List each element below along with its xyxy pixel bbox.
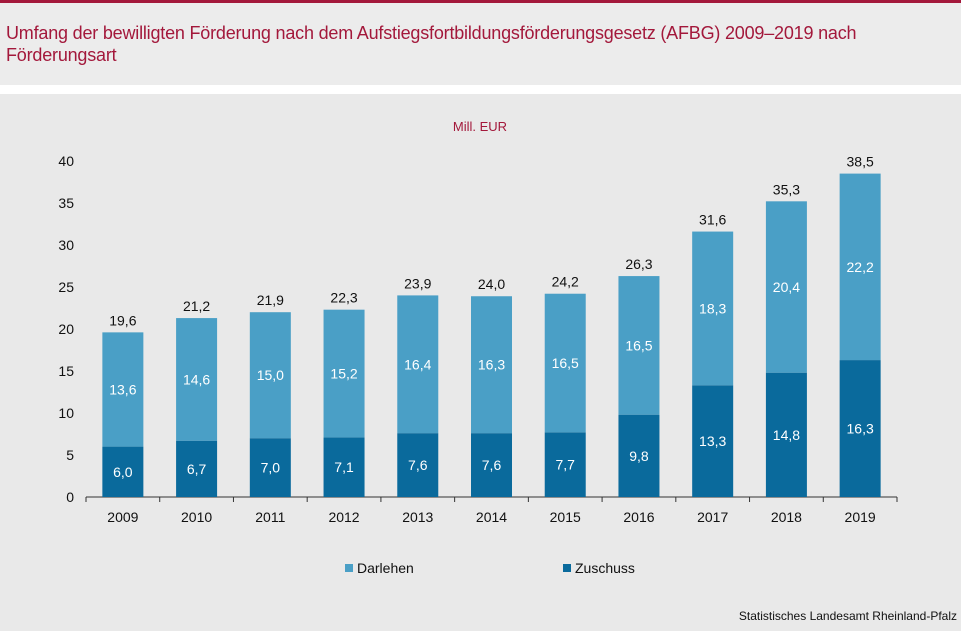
y-tick-label: 30	[58, 237, 74, 253]
data-label-darlehen: 14,6	[183, 371, 210, 387]
x-tick-label: 2016	[623, 509, 654, 525]
data-label-zuschuss: 7,0	[261, 460, 281, 476]
y-tick-label: 20	[58, 321, 74, 337]
bar-darlehen	[544, 293, 586, 433]
legend-swatch	[345, 564, 353, 572]
data-label-total: 23,9	[404, 275, 431, 291]
chart-panel: Mill. EUR 0 5 10 15 20 25 30 35 40 6,0 13,6 19,6 2009…	[0, 94, 961, 631]
data-label-total: 21,2	[183, 298, 210, 314]
data-label-total: 22,3	[330, 290, 357, 306]
data-label-darlehen: 22,2	[847, 259, 874, 275]
data-label-zuschuss: 6,7	[187, 461, 207, 477]
y-tick-label: 35	[58, 195, 74, 211]
bar-zuschuss	[692, 385, 734, 497]
data-label-total: 31,6	[699, 212, 726, 228]
data-label-zuschuss: 7,6	[408, 457, 428, 473]
x-tick-label: 2011	[255, 509, 285, 525]
data-label-zuschuss: 6,0	[113, 464, 133, 480]
x-tick-label: 2012	[328, 509, 359, 525]
data-label-zuschuss: 13,3	[699, 433, 726, 449]
x-tick-label: 2014	[476, 509, 507, 525]
x-tick-label: 2019	[845, 509, 876, 525]
data-label-darlehen: 15,2	[330, 366, 357, 382]
data-label-zuschuss: 7,7	[555, 457, 575, 473]
x-tick-label: 2015	[550, 509, 581, 525]
data-label-total: 24,2	[552, 274, 579, 290]
bar-zuschuss	[471, 433, 512, 497]
data-label-darlehen: 13,6	[109, 381, 136, 397]
data-label-total: 21,9	[257, 292, 284, 308]
bar-zuschuss	[323, 437, 365, 497]
y-tick-label: 40	[58, 153, 74, 169]
header-separator	[0, 85, 961, 94]
data-label-darlehen: 16,4	[404, 356, 431, 372]
bar-zuschuss	[102, 446, 144, 497]
legend-label: Zuschuss	[575, 560, 635, 576]
data-label-darlehen: 18,3	[699, 300, 726, 316]
data-label-darlehen: 16,5	[552, 355, 579, 371]
y-tick-label: 5	[66, 447, 74, 463]
legend-label: Darlehen	[357, 560, 414, 576]
bar-darlehen	[692, 231, 734, 386]
y-tick-label: 0	[66, 489, 74, 505]
data-label-darlehen: 15,0	[257, 367, 284, 383]
chart-header: Umfang der bewilligten Förderung nach de…	[0, 3, 961, 85]
x-tick-label: 2013	[402, 509, 433, 525]
bar-zuschuss	[249, 438, 291, 497]
y-tick-label: 10	[58, 405, 74, 421]
unit-label: Mill. EUR	[453, 119, 507, 134]
bar-zuschuss	[397, 433, 439, 497]
data-label-darlehen: 20,4	[773, 279, 800, 295]
x-tick-label: 2018	[771, 509, 802, 525]
data-label-zuschuss: 16,3	[847, 421, 874, 437]
x-tick-label: 2010	[181, 509, 212, 525]
y-tick-label: 25	[58, 279, 74, 295]
stacked-bar-chart: Mill. EUR 0 5 10 15 20 25 30 35 40 6,0 13,6 19,6 2009…	[58, 119, 898, 576]
data-label-zuschuss: 9,8	[629, 448, 649, 464]
bar-zuschuss	[176, 440, 218, 497]
bar-darlehen	[618, 276, 660, 415]
bar-darlehen	[839, 173, 881, 361]
data-label-total: 19,6	[109, 312, 136, 328]
data-label-total: 26,3	[625, 256, 652, 272]
data-label-darlehen: 16,3	[478, 357, 505, 373]
bar-zuschuss	[839, 360, 881, 497]
bar-darlehen	[323, 309, 365, 438]
data-label-zuschuss: 14,8	[773, 427, 800, 443]
top-accent-rule	[0, 0, 961, 3]
data-label-zuschuss: 7,6	[482, 457, 502, 473]
bar-darlehen	[471, 296, 512, 434]
data-label-total: 35,3	[773, 181, 800, 197]
bar-darlehen	[397, 295, 439, 434]
x-tick-label: 2017	[697, 509, 728, 525]
bar-darlehen	[102, 332, 144, 447]
bar-zuschuss	[544, 432, 586, 497]
data-label-total: 38,5	[847, 154, 874, 170]
y-tick-label: 15	[58, 363, 74, 379]
bar-darlehen	[249, 312, 291, 439]
bar-zuschuss	[618, 414, 660, 497]
chart-title: Umfang der bewilligten Förderung nach de…	[6, 23, 857, 65]
x-tick-label: 2009	[107, 509, 138, 525]
source-note: Statistisches Landesamt Rheinland-Pfalz	[738, 609, 957, 623]
bar-darlehen	[765, 201, 807, 373]
data-label-total: 24,0	[478, 276, 505, 292]
bar-zuschuss	[765, 372, 807, 497]
legend-swatch	[563, 564, 571, 572]
data-label-zuschuss: 7,1	[334, 459, 354, 475]
bar-darlehen	[176, 318, 218, 441]
data-label-darlehen: 16,5	[625, 337, 652, 353]
